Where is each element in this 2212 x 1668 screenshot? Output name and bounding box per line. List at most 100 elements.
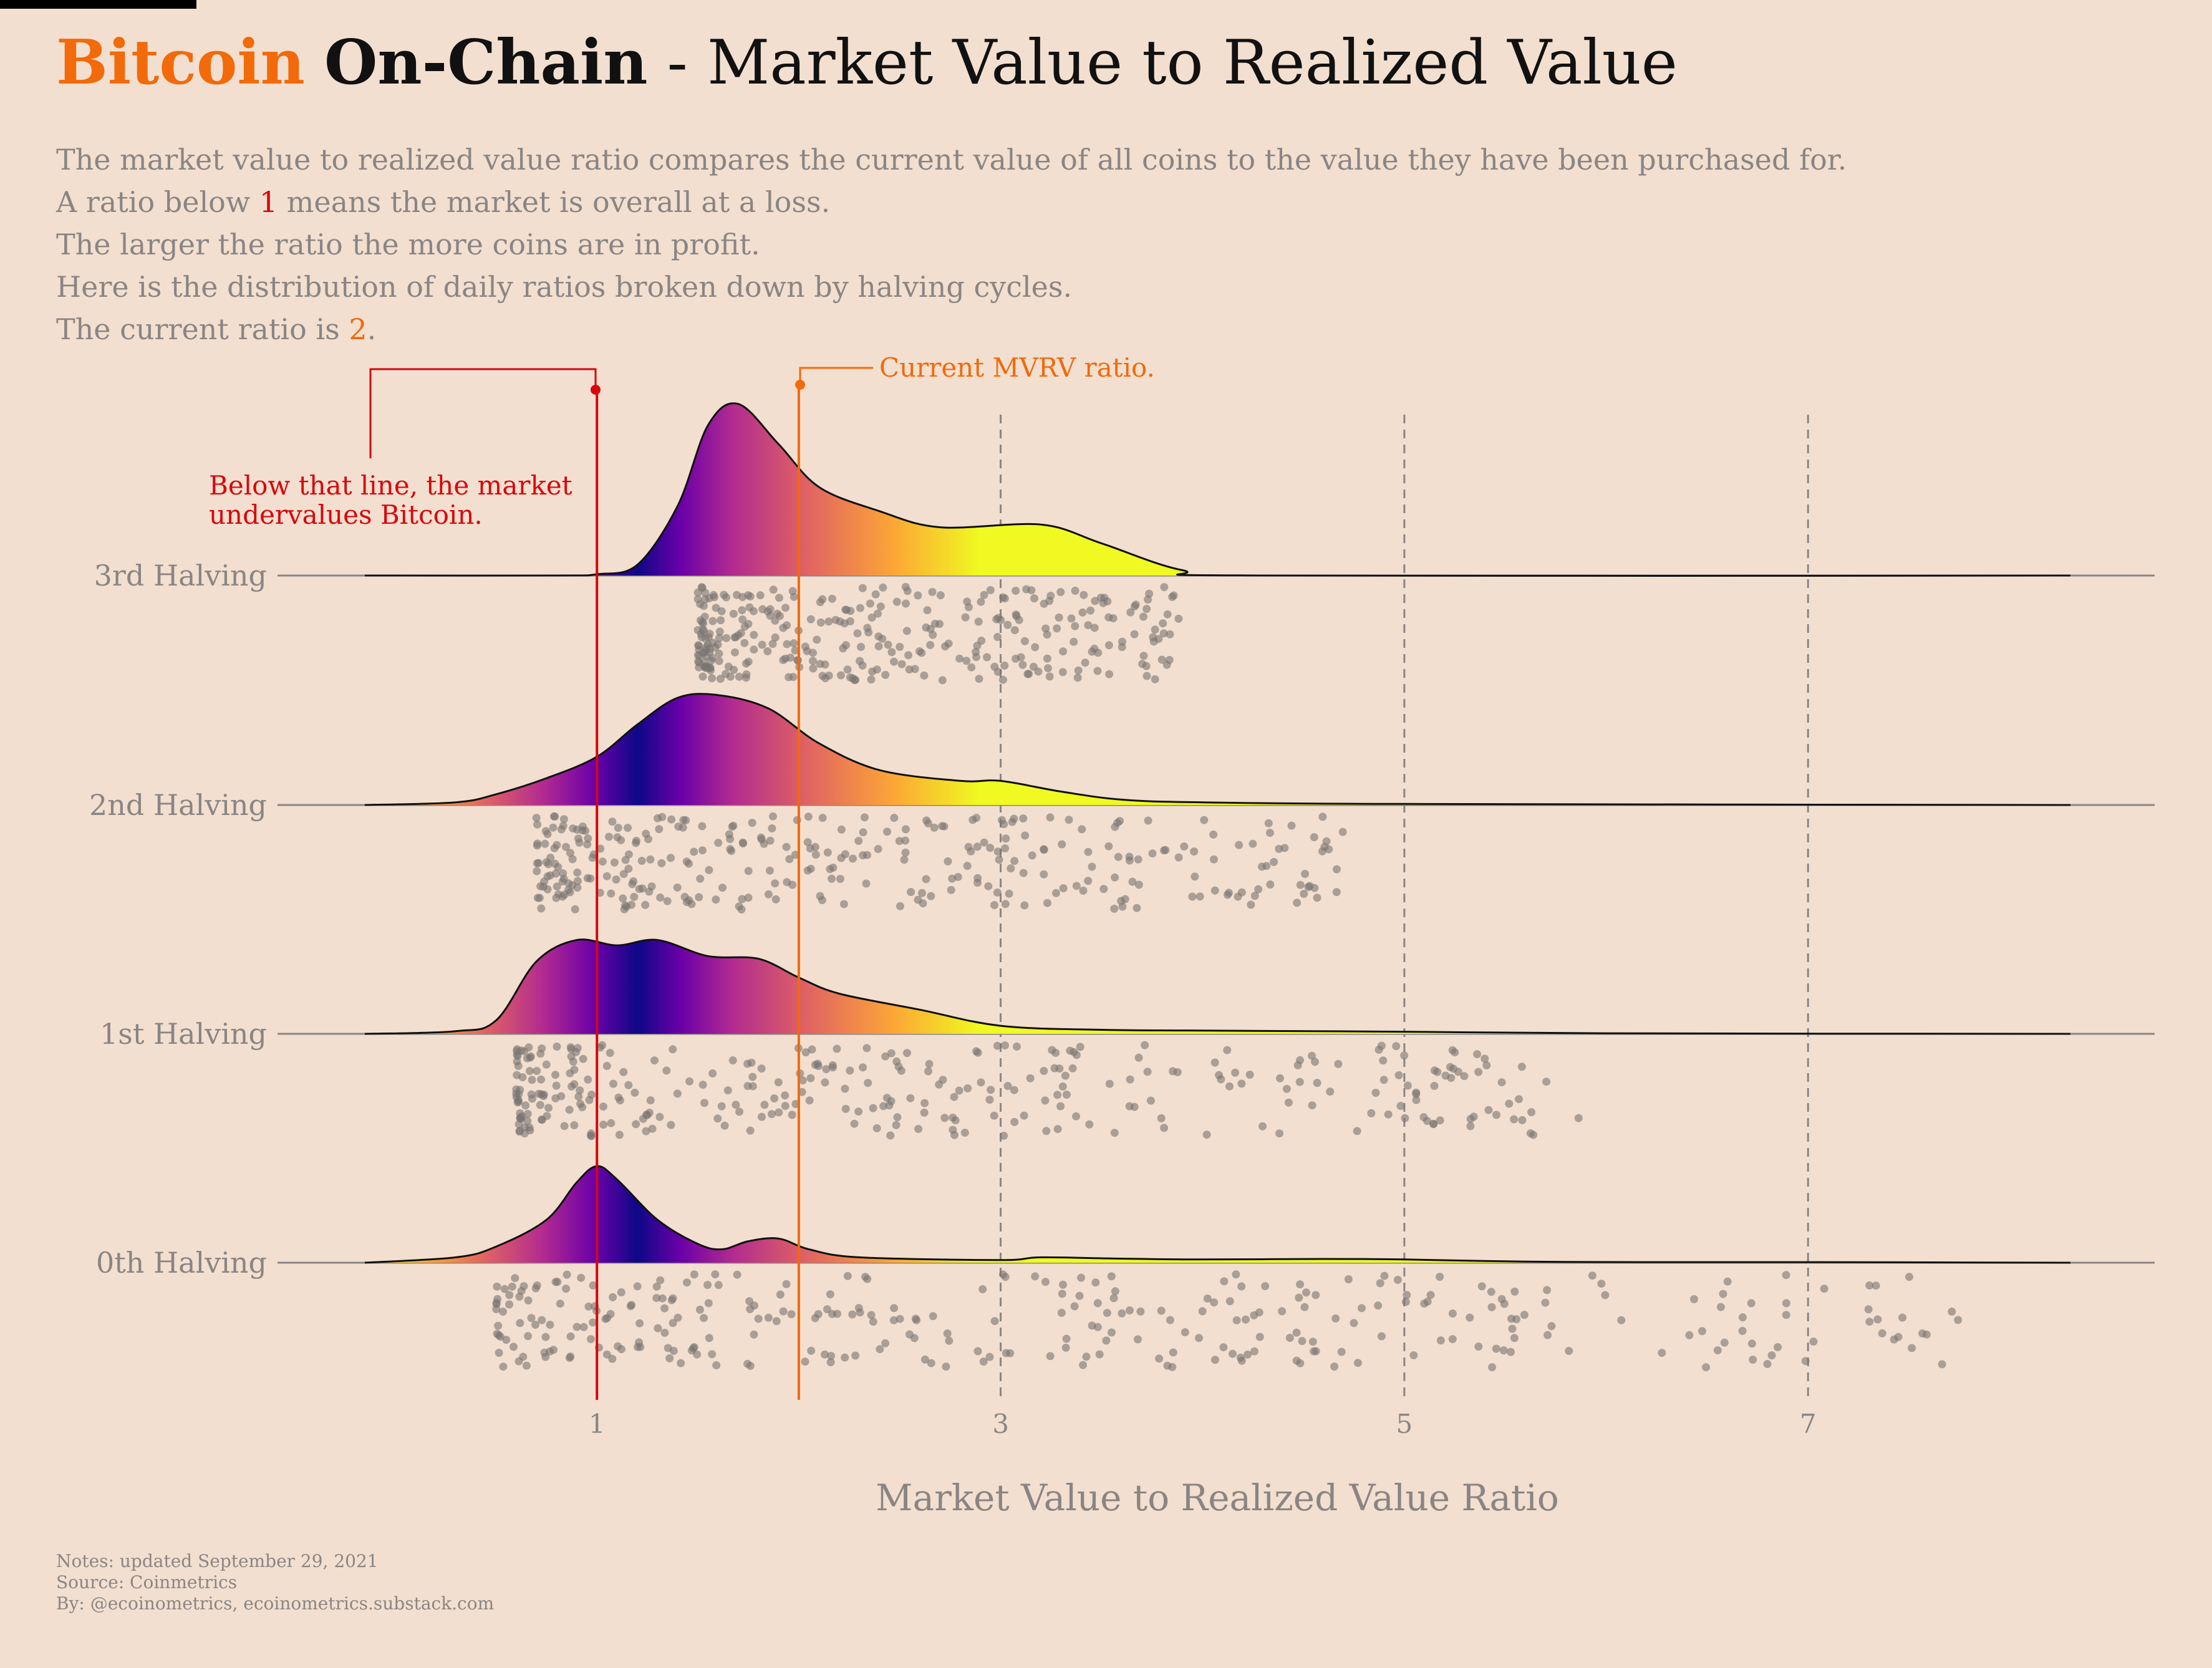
data-point — [993, 847, 1002, 856]
data-point — [1908, 1344, 1916, 1352]
data-point — [708, 1350, 717, 1359]
data-point — [769, 586, 778, 594]
data-point — [493, 1282, 501, 1291]
data-point — [1767, 1351, 1776, 1360]
data-point — [499, 1308, 507, 1316]
ridge-3rd-halving: 3rd Halving — [94, 402, 2155, 685]
data-point — [717, 616, 725, 625]
data-point — [505, 1291, 514, 1299]
data-point — [574, 1092, 583, 1101]
data-point — [713, 1114, 722, 1123]
x-tick-label-1: 1 — [589, 1409, 606, 1439]
data-point — [927, 1359, 935, 1367]
data-point — [624, 850, 633, 859]
data-point — [1001, 1041, 1009, 1049]
data-point — [1125, 1102, 1134, 1111]
data-point — [1295, 1077, 1304, 1086]
data-point — [1108, 1328, 1116, 1337]
data-point — [1229, 1349, 1237, 1358]
data-point — [660, 1304, 669, 1313]
data-point — [763, 647, 772, 655]
data-point — [1139, 612, 1147, 621]
data-point — [720, 1121, 729, 1130]
data-point — [615, 1130, 624, 1139]
data-point — [770, 1094, 779, 1102]
data-point — [1436, 1336, 1445, 1345]
data-point — [737, 629, 745, 637]
data-point — [673, 883, 682, 892]
data-point — [801, 642, 809, 651]
data-point — [892, 1121, 901, 1129]
data-point — [790, 639, 798, 648]
data-point — [562, 1285, 571, 1293]
data-point — [1211, 1356, 1219, 1364]
data-point — [963, 597, 972, 606]
data-point — [743, 1059, 752, 1068]
data-point — [492, 1305, 501, 1313]
data-point — [617, 1288, 625, 1296]
data-point — [1134, 880, 1143, 889]
data-point — [532, 814, 541, 822]
notes-updated: Notes: updated September 29, 2021 — [56, 1551, 379, 1571]
data-point — [576, 1086, 584, 1095]
data-point — [901, 582, 910, 591]
ridge-2nd-halving: 2nd Halving — [89, 693, 2155, 914]
data-point — [1515, 1095, 1523, 1104]
data-point — [1308, 1338, 1317, 1346]
data-point — [741, 659, 750, 668]
data-point — [768, 1110, 776, 1119]
data-point — [712, 1361, 721, 1369]
data-point — [884, 640, 892, 649]
data-point — [731, 648, 739, 657]
data-point — [1477, 1282, 1486, 1291]
data-point — [853, 629, 862, 638]
data-point — [550, 844, 559, 852]
data-point — [808, 1045, 816, 1054]
data-point — [519, 1352, 528, 1361]
data-point — [833, 1044, 841, 1053]
data-point — [1191, 872, 1199, 881]
data-point — [848, 1310, 857, 1319]
data-point — [1713, 1346, 1722, 1354]
data-point — [1276, 1074, 1284, 1082]
data-point — [821, 1350, 829, 1359]
density-line — [364, 938, 2071, 1035]
data-point — [1093, 1323, 1102, 1331]
data-point — [993, 633, 1002, 641]
data-point — [1003, 1082, 1012, 1091]
data-point — [711, 1270, 720, 1279]
data-point — [685, 1077, 694, 1086]
data-point — [1005, 889, 1013, 898]
data-point — [528, 1076, 536, 1084]
data-point — [1774, 1343, 1782, 1351]
data-point — [1031, 1272, 1040, 1281]
data-point — [1105, 1079, 1114, 1088]
data-point — [1301, 870, 1310, 878]
data-point — [1071, 622, 1079, 630]
data-point — [1474, 1343, 1483, 1351]
data-point — [1027, 586, 1036, 595]
data-point — [541, 827, 550, 836]
data-point — [1026, 1074, 1035, 1082]
data-point — [1043, 654, 1051, 663]
data-point — [1326, 1087, 1335, 1096]
data-point — [1010, 626, 1019, 635]
data-point — [1174, 853, 1183, 862]
data-point — [1173, 1068, 1182, 1076]
data-point — [1071, 586, 1079, 595]
x-axis: 1 3 5 7 Market Value to Realized Value Ratio — [589, 1409, 1817, 1519]
data-point — [1367, 1109, 1376, 1117]
data-point — [695, 1305, 704, 1314]
data-point — [1118, 643, 1126, 652]
data-point — [1380, 1271, 1389, 1280]
data-point — [667, 854, 675, 862]
data-point — [963, 862, 972, 870]
data-point — [1099, 885, 1108, 894]
data-point — [1565, 1347, 1573, 1355]
data-point — [1203, 1294, 1212, 1303]
data-point — [553, 882, 561, 891]
data-point — [715, 649, 723, 658]
data-point — [1250, 1347, 1258, 1356]
data-point — [881, 670, 890, 679]
